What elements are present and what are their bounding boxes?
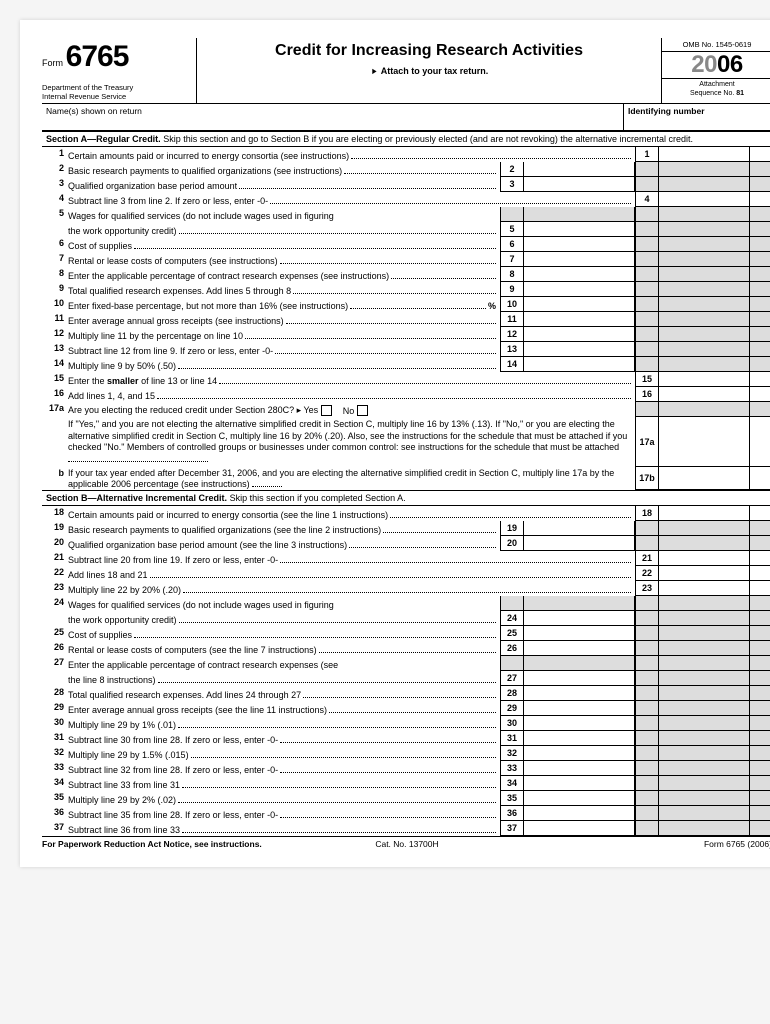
dept: Department of the Treasury Internal Reve… xyxy=(42,84,192,101)
form-word: Form xyxy=(42,58,63,68)
header: Form 6765 Department of the Treasury Int… xyxy=(42,38,770,104)
id-label[interactable]: Identifying number xyxy=(623,104,770,130)
form-title: Credit for Increasing Research Activitie… xyxy=(205,42,653,60)
form-page: Form 6765 Department of the Treasury Int… xyxy=(20,20,770,867)
omb: OMB No. 1545-0619 xyxy=(662,38,770,52)
sequence: AttachmentSequence No. 81 xyxy=(662,78,770,100)
attach-note: ► Attach to your tax return. xyxy=(205,66,653,76)
section-a-head: Section A—Regular Credit. Skip this sect… xyxy=(42,131,770,147)
footer: For Paperwork Reduction Act Notice, see … xyxy=(42,836,770,849)
form-number: 6765 xyxy=(66,40,129,73)
names-label[interactable]: Name(s) shown on return xyxy=(42,104,623,130)
tax-year: 2006 xyxy=(662,52,770,78)
section-b-head: Section B—Alternative Incremental Credit… xyxy=(42,490,770,506)
